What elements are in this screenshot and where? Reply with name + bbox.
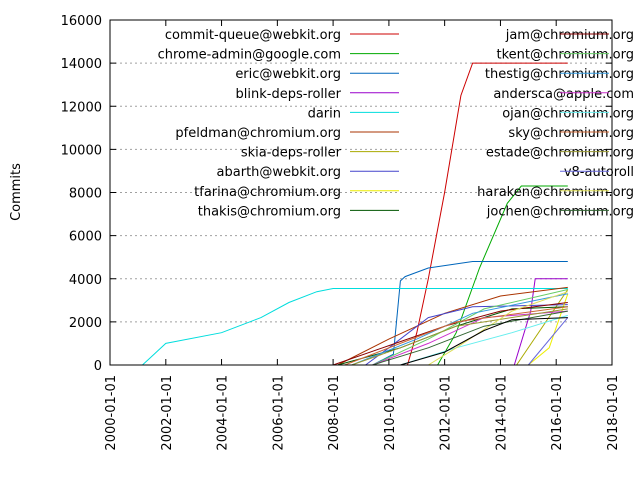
legend-label: sky@chromium.org [508,126,634,141]
y-tick-label: 16000 [61,14,102,29]
legend-label: haraken@chromium.org [477,185,634,200]
series-line [527,317,569,366]
x-tick-label: 2018-01-01 [606,375,621,451]
legend-label: andersca@apple.com [493,87,634,102]
series-line [372,261,568,366]
legend-label: abarth@webkit.org [217,165,341,180]
series-line [344,306,568,366]
y-tick-label: 10000 [61,143,102,158]
legend-label: darin [308,106,341,121]
legend-label: pfeldman@chromium.org [175,126,341,141]
y-tick-label: 8000 [69,187,102,202]
y-tick-label: 4000 [69,273,102,288]
legend-label: commit-queue@webkit.org [165,28,341,43]
y-tick-label: 0 [94,359,102,374]
x-tick-label: 2002-01-01 [160,375,175,451]
legend-label: ojan@chromium.org [502,106,634,121]
y-tick-label: 14000 [61,57,102,72]
x-tick-label: 2000-01-01 [104,375,119,451]
x-tick-label: 2012-01-01 [439,375,454,451]
legend-label: skia-deps-roller [241,146,342,161]
series-line [372,310,568,366]
series-line [428,291,568,366]
series-line [372,310,568,366]
legend-label: blink-deps-roller [236,87,342,102]
series-line [372,289,568,366]
legend-label: jochen@chromium.org [486,204,634,219]
grid-lines [110,62,612,323]
x-tick-label: 2016-01-01 [550,375,565,451]
legend-label: thestig@chromium.org [485,67,634,82]
legend-label: tkent@chromium.org [496,48,634,63]
y-tick-label: 2000 [69,316,102,331]
series-line [400,317,568,366]
axis-ticks: 0 2000 4000 6000 8000 10000 12000 14000 16000 200… [61,14,621,451]
legend-label: jam@chromium.org [505,28,634,43]
series-line [516,289,569,366]
series-line [142,288,568,366]
series-lines [142,62,569,366]
x-tick-label: 2008-01-01 [327,375,342,451]
legend-label: tfarina@chromium.org [194,185,341,200]
series-line [351,308,568,366]
legend-label: estade@chromium.org [486,146,634,161]
series-line [337,306,568,366]
legend: commit-queue@webkit.org chrome-admin@goog… [158,28,634,219]
series-line [407,62,568,366]
legend-label: chrome-admin@google.com [158,48,341,63]
y-tick-label: 6000 [69,230,102,245]
x-tick-label: 2006-01-01 [271,375,286,451]
y-axis-title: Commits [9,163,24,221]
legend-label: thakis@chromium.org [198,204,341,219]
series-line [513,278,568,366]
legend-label: eric@webkit.org [235,67,341,82]
x-tick-label: 2014-01-01 [494,375,509,451]
legend-label: v8-autoroll [564,165,634,180]
x-tick-label: 2010-01-01 [383,375,398,451]
x-tick-label: 2004-01-01 [216,375,231,451]
y-tick-label: 12000 [61,100,102,115]
